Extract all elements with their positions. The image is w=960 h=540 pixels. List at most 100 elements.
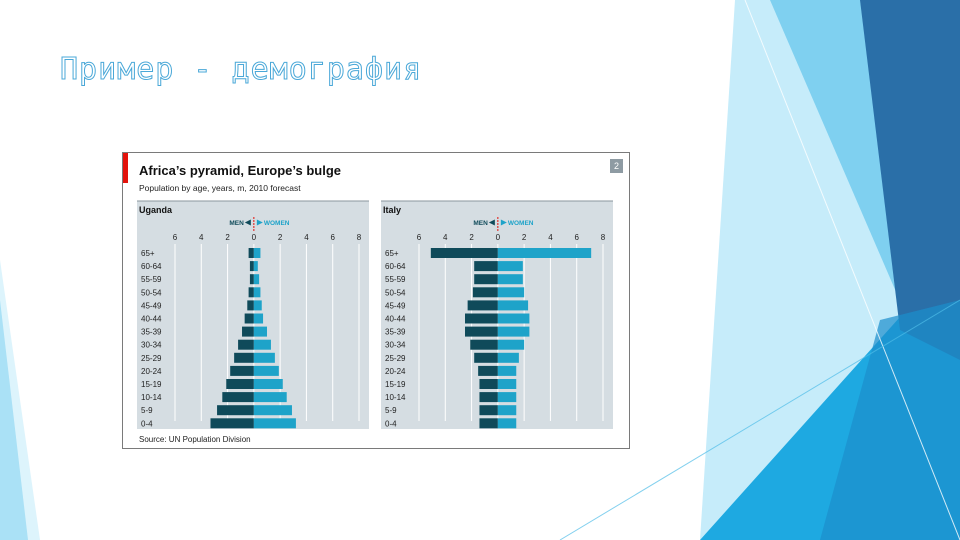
- x-tick-label: 4: [443, 233, 448, 242]
- age-group-label: 10-14: [385, 393, 406, 402]
- bar-women: [253, 261, 258, 272]
- bar-women: [497, 365, 517, 376]
- age-group-label: 25-29: [385, 354, 406, 363]
- bar-women: [253, 287, 261, 298]
- x-tick-label: 2: [225, 233, 230, 242]
- age-group-label: 55-59: [385, 275, 406, 284]
- legend-women-arrow-icon: [500, 219, 507, 226]
- bar-women: [253, 313, 264, 324]
- bar-women: [253, 326, 267, 337]
- bar-men: [247, 300, 254, 311]
- age-group-label: 50-54: [385, 288, 406, 297]
- bar-men: [479, 405, 498, 416]
- bar-men: [217, 405, 254, 416]
- bar-men: [474, 261, 498, 272]
- x-tick-label: 6: [574, 233, 579, 242]
- x-tick-label: 8: [601, 233, 606, 242]
- bar-men: [244, 313, 254, 324]
- age-group-label: 15-19: [141, 380, 162, 389]
- age-group-label: 10-14: [141, 393, 162, 402]
- legend-women-label: WOMEN: [264, 220, 290, 227]
- figure-number-badge: 2: [610, 159, 623, 173]
- bar-women: [253, 405, 292, 416]
- bar-women: [497, 326, 530, 337]
- pyramid-charts: Uganda 6 4 2 0 2 4 6 8 MEN WOMEN 65+ 60-64 55-59 50-54…: [137, 200, 613, 429]
- bar-women: [253, 365, 279, 376]
- bar-women: [497, 287, 525, 298]
- age-group-label: 30-34: [385, 341, 406, 350]
- bar-men: [222, 392, 254, 403]
- age-group-label: 45-49: [141, 301, 162, 310]
- bar-men: [470, 339, 498, 350]
- legend-men-arrow-icon: [488, 219, 495, 226]
- age-group-label: 20-24: [141, 367, 162, 376]
- bar-men: [465, 326, 498, 337]
- bar-men: [210, 418, 254, 429]
- deco-shape-teal: [820, 300, 960, 540]
- bar-men: [226, 379, 254, 389]
- age-group-label: 0-4: [385, 419, 397, 428]
- deco-shape-left-light: [0, 260, 40, 540]
- bar-women: [253, 339, 271, 350]
- legend-men-label: MEN: [229, 220, 244, 227]
- bar-women: [497, 300, 529, 311]
- age-group-label: 25-29: [141, 354, 162, 363]
- age-group-label: 0-4: [141, 419, 153, 428]
- bar-men: [238, 339, 254, 350]
- x-tick-label: 4: [548, 233, 553, 242]
- legend-men-label: MEN: [473, 220, 488, 227]
- panel-title: Uganda: [139, 205, 173, 215]
- bar-women: [497, 392, 517, 403]
- bar-women: [253, 300, 262, 311]
- age-group-label: 5-9: [141, 406, 153, 415]
- legend-women-arrow-icon: [256, 219, 263, 226]
- figure-title: Africa’s pyramid, Europe’s bulge: [139, 163, 342, 178]
- age-group-label: 50-54: [141, 288, 162, 297]
- age-group-label: 45-49: [385, 301, 406, 310]
- age-group-label: 15-19: [385, 380, 406, 389]
- bar-men: [242, 326, 254, 337]
- x-tick-label: 0: [496, 233, 501, 242]
- bar-women: [497, 352, 519, 363]
- age-group-label: 65+: [385, 249, 399, 258]
- age-group-label: 35-39: [141, 328, 162, 337]
- bar-women: [497, 261, 523, 272]
- age-group-label: 35-39: [385, 328, 406, 337]
- bar-women: [497, 339, 525, 350]
- x-tick-label: 6: [173, 233, 178, 242]
- bar-women: [253, 418, 296, 429]
- bar-men: [249, 274, 254, 285]
- deco-shape-dark: [860, 0, 960, 360]
- age-group-label: 40-44: [385, 315, 406, 324]
- age-group-label: 5-9: [385, 406, 397, 415]
- bar-women: [497, 379, 517, 389]
- bar-men: [478, 365, 498, 376]
- x-tick-label: 6: [417, 233, 422, 242]
- bar-men: [248, 248, 254, 258]
- figure-source: Source: UN Population Division: [139, 435, 251, 444]
- bar-men: [430, 248, 498, 258]
- bar-men: [474, 274, 498, 285]
- age-group-label: 60-64: [141, 262, 162, 271]
- age-group-label: 30-34: [141, 341, 162, 350]
- bar-women: [253, 392, 287, 403]
- slide-title: Пример - демография: [59, 52, 423, 88]
- bar-women: [497, 248, 592, 258]
- age-group-label: 65+: [141, 249, 155, 258]
- red-accent-bar: [123, 153, 128, 183]
- bar-men: [472, 287, 498, 298]
- bar-women: [253, 248, 261, 258]
- bar-women: [497, 313, 530, 324]
- legend-men-arrow-icon: [244, 219, 251, 226]
- x-tick-label: 0: [252, 233, 257, 242]
- deco-line: [744, 0, 960, 540]
- bar-women: [253, 274, 260, 285]
- age-group-label: 60-64: [385, 262, 406, 271]
- age-group-label: 20-24: [385, 367, 406, 376]
- bar-men: [479, 379, 498, 389]
- x-tick-label: 4: [304, 233, 309, 242]
- bar-men: [467, 300, 498, 311]
- bar-men: [479, 392, 498, 403]
- bar-men: [248, 287, 254, 298]
- panel-title: Italy: [383, 205, 401, 215]
